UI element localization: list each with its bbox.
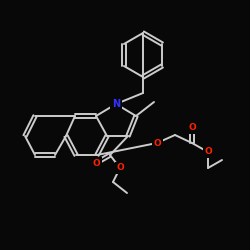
Text: O: O xyxy=(92,158,100,168)
Text: O: O xyxy=(116,164,124,172)
Text: O: O xyxy=(188,124,196,132)
Text: O: O xyxy=(204,148,212,156)
Text: N: N xyxy=(112,99,120,109)
Text: O: O xyxy=(153,138,161,147)
